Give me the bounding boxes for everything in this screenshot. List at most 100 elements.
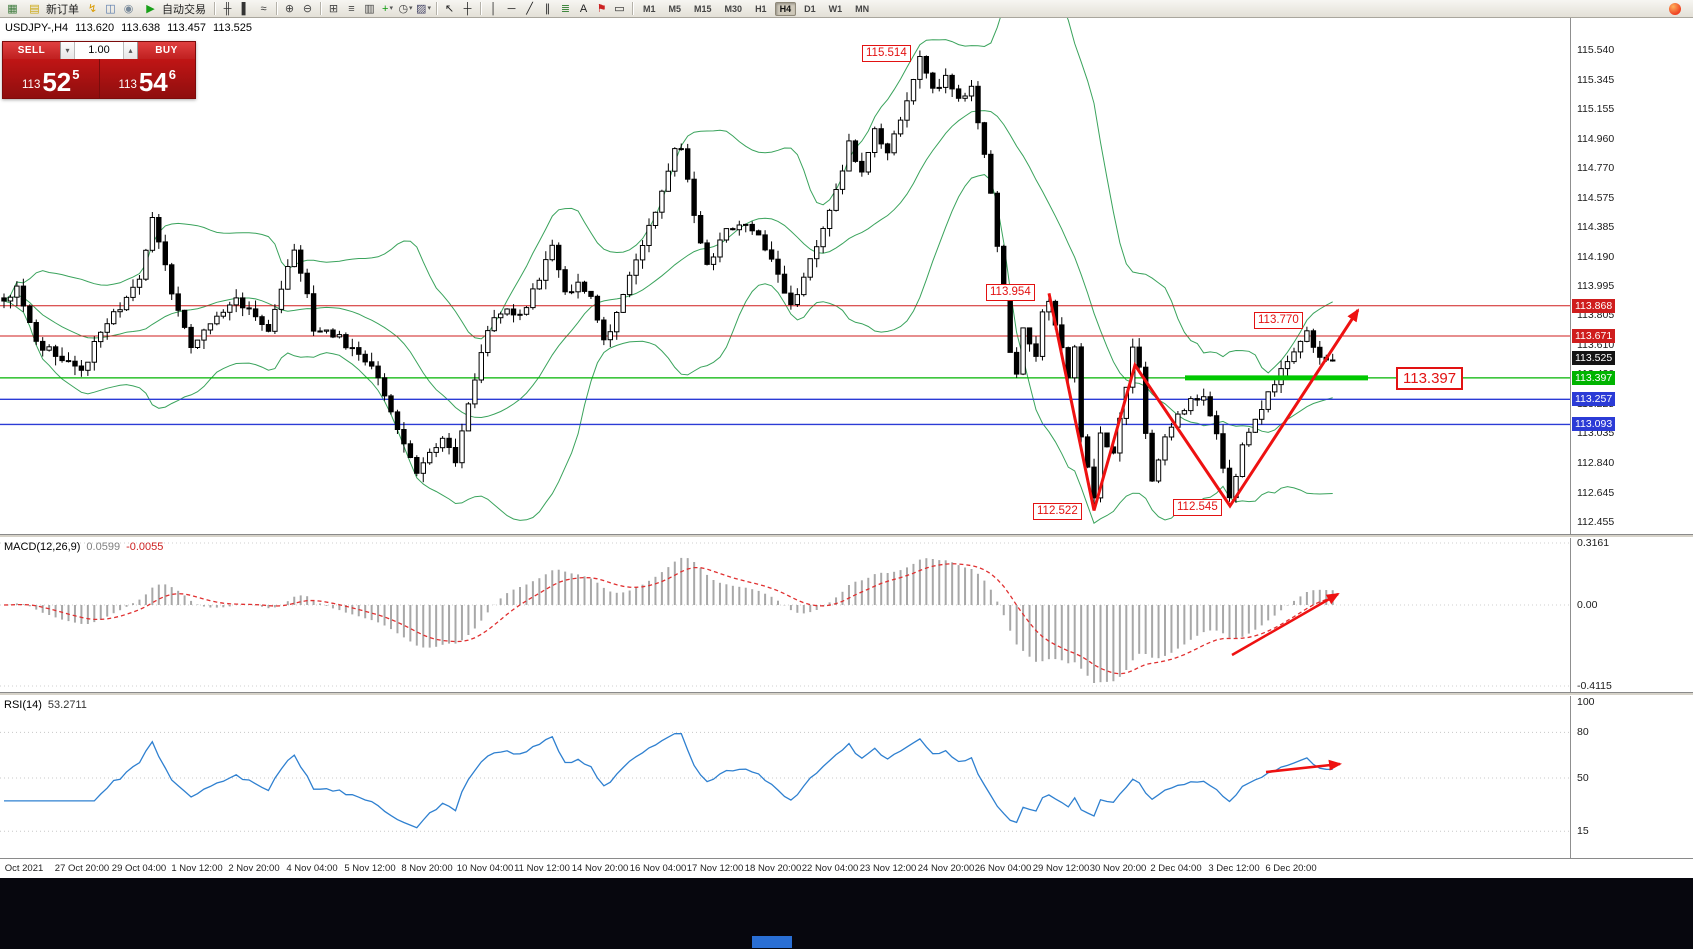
indicator-list-icon[interactable]: ≡	[348, 2, 355, 15]
auto-trading-button-label: 自动交易	[162, 3, 206, 16]
timeframe-m1[interactable]: M1	[643, 3, 656, 14]
time-axis-label: 14 Nov 20:00	[571, 863, 629, 874]
pane-splitter[interactable]	[0, 692, 1693, 696]
timeframe-w1[interactable]: W1	[828, 3, 843, 14]
line-chart-icon[interactable]: ≈	[260, 2, 267, 15]
chevron-down-icon: ▾	[409, 4, 413, 12]
auto-trading-icon: ▶	[146, 2, 155, 15]
toolbar-separator	[436, 2, 437, 15]
timeframe-h4[interactable]: H4	[774, 1, 797, 16]
time-axis-label: 17 Nov 12:00	[686, 863, 744, 874]
auto-trading-button[interactable]: ▶ 自动交易	[138, 1, 210, 16]
price-tag: 113.525	[1572, 351, 1616, 365]
price-axis[interactable]: 115.540 115.345 115.155 114.960 114.770 114.5…	[1570, 18, 1693, 858]
macd-pane[interactable]: MACD(12,26,9) 0.0599 -0.0055	[0, 538, 1570, 692]
fibonacci-icon[interactable]: ≣	[560, 2, 571, 15]
channel-icon[interactable]: ∥	[544, 2, 551, 15]
time-axis-label: 27 Oct 20:00	[54, 863, 110, 874]
price-axis-label: 114.190	[1577, 251, 1615, 263]
price-axis-label: 114.575	[1577, 192, 1615, 204]
time-axis-label: 29 Nov 12:00	[1032, 863, 1090, 874]
price-axis-label: 112.645	[1577, 487, 1615, 499]
volume-decrease-button[interactable]: ▾	[61, 42, 75, 59]
rsi-header: RSI(14) 53.2711	[4, 699, 87, 711]
symbol-period-label: USDJPY-,H4	[5, 22, 69, 34]
volume-increase-button[interactable]: ▴	[123, 42, 137, 59]
macd-signal-value: -0.0055	[126, 541, 164, 553]
price-axis-label: 114.385	[1577, 221, 1615, 233]
template-icon[interactable]: ▨ ▾	[416, 2, 431, 15]
chevron-down-icon: ▾	[389, 4, 393, 12]
pane-splitter[interactable]	[0, 534, 1693, 538]
crosshair-icon[interactable]: ┼	[463, 2, 472, 15]
new-order-button-label: 新订单	[46, 3, 79, 16]
new-chart-icon[interactable]: ▦	[7, 2, 18, 15]
timeframe-m5[interactable]: M5	[668, 3, 682, 14]
ohlc-low: 113.457	[167, 22, 207, 34]
time-axis-label: 10 Nov 04:00	[456, 863, 514, 874]
label-icon[interactable]: ⚑	[596, 2, 607, 15]
rsi-value: 53.2711	[47, 699, 87, 711]
rsi-chart[interactable]	[0, 696, 1570, 858]
time-axis[interactable]: Oct 2021 27 Oct 20:00 29 Oct 04:00 1 Nov 12…	[0, 858, 1693, 878]
sell-price-prefix: 113	[22, 79, 41, 91]
price-axis-label: 115.155	[1577, 103, 1615, 115]
price-annotation: 112.545	[1173, 499, 1222, 516]
horizontal-line-icon[interactable]: ─	[507, 2, 516, 15]
vertical-line-icon[interactable]: │	[490, 2, 497, 15]
macd-chart[interactable]	[0, 538, 1570, 692]
tile-windows-icon[interactable]: ⊞	[328, 2, 339, 15]
toolbar-separator	[320, 2, 321, 15]
price-axis-label: 112.455	[1577, 516, 1615, 528]
price-tag: 113.671	[1572, 329, 1616, 343]
timeframe-h1[interactable]: H1	[755, 3, 767, 14]
timeframe-d1[interactable]: D1	[804, 3, 816, 14]
zoom-out-icon[interactable]: ⊖	[302, 2, 313, 15]
volume-stepper: ▾ 1.00 ▴	[60, 42, 138, 59]
macd-main-value: 0.0599	[86, 541, 121, 553]
time-axis-label: 22 Nov 04:00	[801, 863, 859, 874]
add-indicator-icon[interactable]: + ▾	[382, 2, 393, 15]
time-axis-label: 26 Nov 04:00	[974, 863, 1032, 874]
cursor-icon[interactable]: ↖	[444, 2, 455, 15]
sell-price[interactable]: 113 52 5	[3, 59, 100, 98]
volume-input[interactable]: 1.00	[88, 44, 110, 56]
background-strip	[0, 878, 1693, 949]
new-order-icon: ▤	[29, 2, 40, 15]
sell-button[interactable]: SELL	[3, 42, 60, 59]
price-axis-label: 115.540	[1577, 44, 1615, 56]
bar-chart-icon[interactable]: ╫	[223, 2, 232, 15]
alert-icon[interactable]	[1669, 2, 1681, 15]
period-icon[interactable]: ◷ ▾	[398, 2, 413, 15]
rsi-pane[interactable]: RSI(14) 53.2711	[0, 696, 1570, 858]
time-axis-label: 11 Nov 12:00	[514, 863, 570, 874]
chart-ohlc-header: USDJPY-,H4 113.620 113.638 113.457 113.5…	[5, 22, 252, 34]
profiles-icon[interactable]: ◫	[105, 2, 116, 15]
quick-trade-icon[interactable]: ↯	[87, 2, 98, 15]
candlestick-icon[interactable]: ▌	[241, 2, 250, 15]
rsi-axis-label: 80	[1577, 726, 1589, 738]
trendline-icon[interactable]: ╱	[526, 2, 533, 15]
price-tag: 113.397	[1572, 371, 1616, 385]
buy-button[interactable]: BUY	[138, 42, 195, 59]
data-window-icon[interactable]: ▥	[364, 2, 375, 15]
text-icon[interactable]: A	[579, 2, 588, 15]
macd-axis-label: 0.3161	[1577, 537, 1610, 549]
sell-price-big: 52	[42, 67, 72, 97]
timeframe-m15[interactable]: M15	[694, 3, 712, 14]
timeframe-mn[interactable]: MN	[855, 3, 870, 14]
main-chart-pane[interactable]: USDJPY-,H4 113.620 113.638 113.457 113.5…	[0, 18, 1570, 534]
price-annotation: 113.397	[1396, 367, 1464, 390]
price-annotation: 112.522	[1033, 503, 1082, 520]
buy-price[interactable]: 113 54 6	[100, 59, 196, 98]
time-axis-label: 3 Dec 12:00	[1208, 863, 1260, 874]
time-axis-label: 6 Dec 20:00	[1265, 863, 1317, 874]
shapes-icon[interactable]: ▭	[614, 2, 625, 15]
new-order-button[interactable]: ▤ 新订单	[22, 1, 83, 16]
candlestick-chart[interactable]	[0, 18, 1570, 534]
zoom-in-icon[interactable]: ⊕	[284, 2, 295, 15]
buy-price-sup: 6	[168, 67, 176, 82]
timeframe-m30[interactable]: M30	[724, 3, 743, 14]
sound-icon[interactable]: ◉	[123, 2, 134, 15]
